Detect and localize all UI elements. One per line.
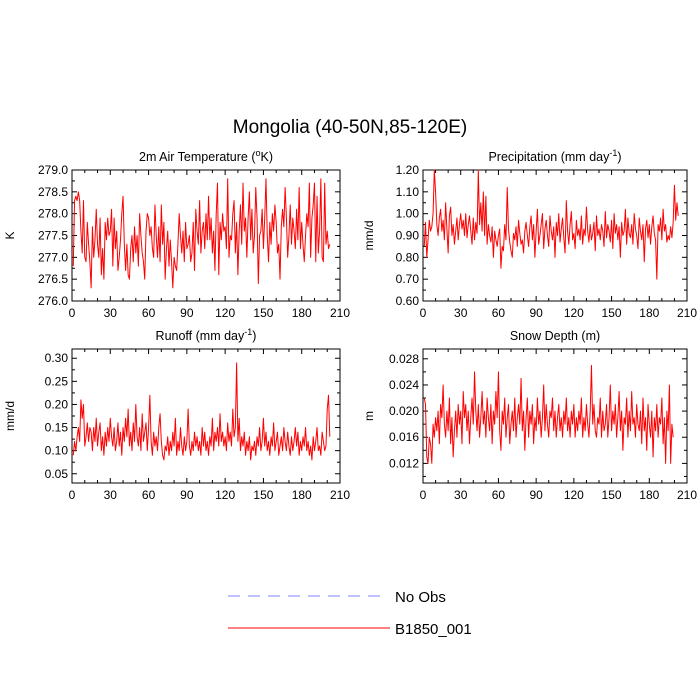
series-line-B1850_001 [423,169,679,280]
plot-frame [422,348,688,484]
y-axis-label: K [3,231,17,239]
y-tick-label: 0.012 [389,456,419,470]
series-line-B1850_001 [423,364,674,464]
x-tick-label: 30 [104,306,118,320]
x-tick-label: 0 [420,488,427,502]
x-tick-label: 150 [602,488,622,502]
panel-title-sup: -1 [609,148,617,158]
panel-title-tail: ) [617,150,621,164]
x-tick-label: 120 [215,488,235,502]
y-tick-label: 1.00 [396,207,420,221]
x-tick-label: 60 [142,488,156,502]
x-tick-label: 180 [639,306,659,320]
x-tick-label: 210 [677,306,697,320]
x-tick-label: 90 [529,488,543,502]
panel-title-sup: -1 [244,327,252,337]
y-tick-label: 0.80 [396,250,420,264]
y-tick-label: 1.10 [396,185,420,199]
x-tick-label: 120 [215,306,235,320]
x-tick-label: 90 [180,488,194,502]
y-tick-label: 278.0 [38,207,68,221]
y-tick-label: 0.25 [45,374,69,388]
y-tick-label: 0.020 [389,404,419,418]
panel-3: Runoff (mm day-1) 0 30 60 90 120 150 180 210 0.05… [3,327,350,502]
panel-title-main: 2m Air Temperature ( [139,150,256,164]
legend: No Obs B1850_001 [228,589,472,638]
x-tick-label: 150 [253,306,273,320]
x-tick-label: 0 [420,306,427,320]
panel-2: Precipitation (mm day-1) 0 30 60 90 120 150 180… [362,148,697,320]
y-tick-label: 0.60 [396,294,420,308]
y-tick-label: 0.05 [45,467,69,481]
x-tick-label: 60 [492,488,506,502]
panel-title: Runoff (mm day-1) [156,327,257,343]
series-line-B1850_001 [72,178,331,289]
panel-title: 2m Air Temperature (oK) [139,148,273,164]
y-tick-label: 279.0 [38,163,68,177]
legend-model-label: B1850_001 [395,621,472,638]
x-tick-label: 120 [564,306,584,320]
y-tick-label: 276.0 [38,294,68,308]
panel-title: Snow Depth (m) [510,329,600,343]
y-tick-label: 0.10 [45,444,69,458]
y-tick-label: 277.0 [38,250,68,264]
figure-title: Mongolia (40-50N,85-120E) [233,117,467,138]
panel-title-main: Runoff (mm day [156,329,245,343]
panel-title-main: Precipitation (mm day [488,150,610,164]
y-tick-label: 0.016 [389,430,419,444]
x-tick-label: 90 [529,306,543,320]
x-tick-label: 90 [180,306,194,320]
x-tick-label: 30 [454,488,468,502]
panel-title-tail: K) [261,150,274,164]
legend-obs-label: No Obs [395,589,446,606]
x-tick-label: 30 [454,306,468,320]
x-tick-label: 150 [253,488,273,502]
chart-panels: 2m Air Temperature (oK)0 30 60 90 120 150 180 2… [3,148,697,502]
series-line-B1850_001 [72,362,331,461]
y-tick-label: 0.70 [396,272,420,286]
x-tick-label: 180 [292,306,312,320]
x-tick-label: 0 [69,488,76,502]
y-axis-label: mm/d [3,401,17,431]
x-tick-label: 210 [330,306,350,320]
panel-title-tail: ) [252,329,256,343]
x-tick-label: 180 [639,488,659,502]
panel-title-main: Snow Depth (m) [510,329,600,343]
y-tick-label: 277.5 [38,229,68,243]
panel-title: Precipitation (mm day-1) [488,148,621,164]
x-tick-label: 210 [677,488,697,502]
x-tick-label: 180 [292,488,312,502]
y-axis-label: mm/d [362,221,376,251]
y-tick-label: 0.024 [389,378,419,392]
panel-title-sup: o [255,148,260,158]
y-tick-label: 0.30 [45,351,69,365]
x-tick-label: 30 [104,488,118,502]
panel-4: Snow Depth (m) 0 30 60 90 120 150 180 210 0.012 0.… [362,329,697,502]
x-tick-label: 0 [69,306,76,320]
y-tick-label: 276.5 [38,272,68,286]
x-tick-label: 210 [330,488,350,502]
y-tick-label: 278.5 [38,185,68,199]
y-axis-label: m [362,411,376,421]
panel-1: 2m Air Temperature (oK) 0 30 60 90 120 150 180 2… [3,148,350,320]
x-tick-label: 150 [602,306,622,320]
y-tick-label: 0.028 [389,352,419,366]
x-tick-label: 60 [142,306,156,320]
x-tick-label: 120 [564,488,584,502]
y-tick-label: 0.90 [396,229,420,243]
x-tick-label: 60 [492,306,506,320]
y-tick-label: 1.20 [396,163,420,177]
y-tick-label: 0.15 [45,421,69,435]
y-tick-label: 0.20 [45,397,69,411]
